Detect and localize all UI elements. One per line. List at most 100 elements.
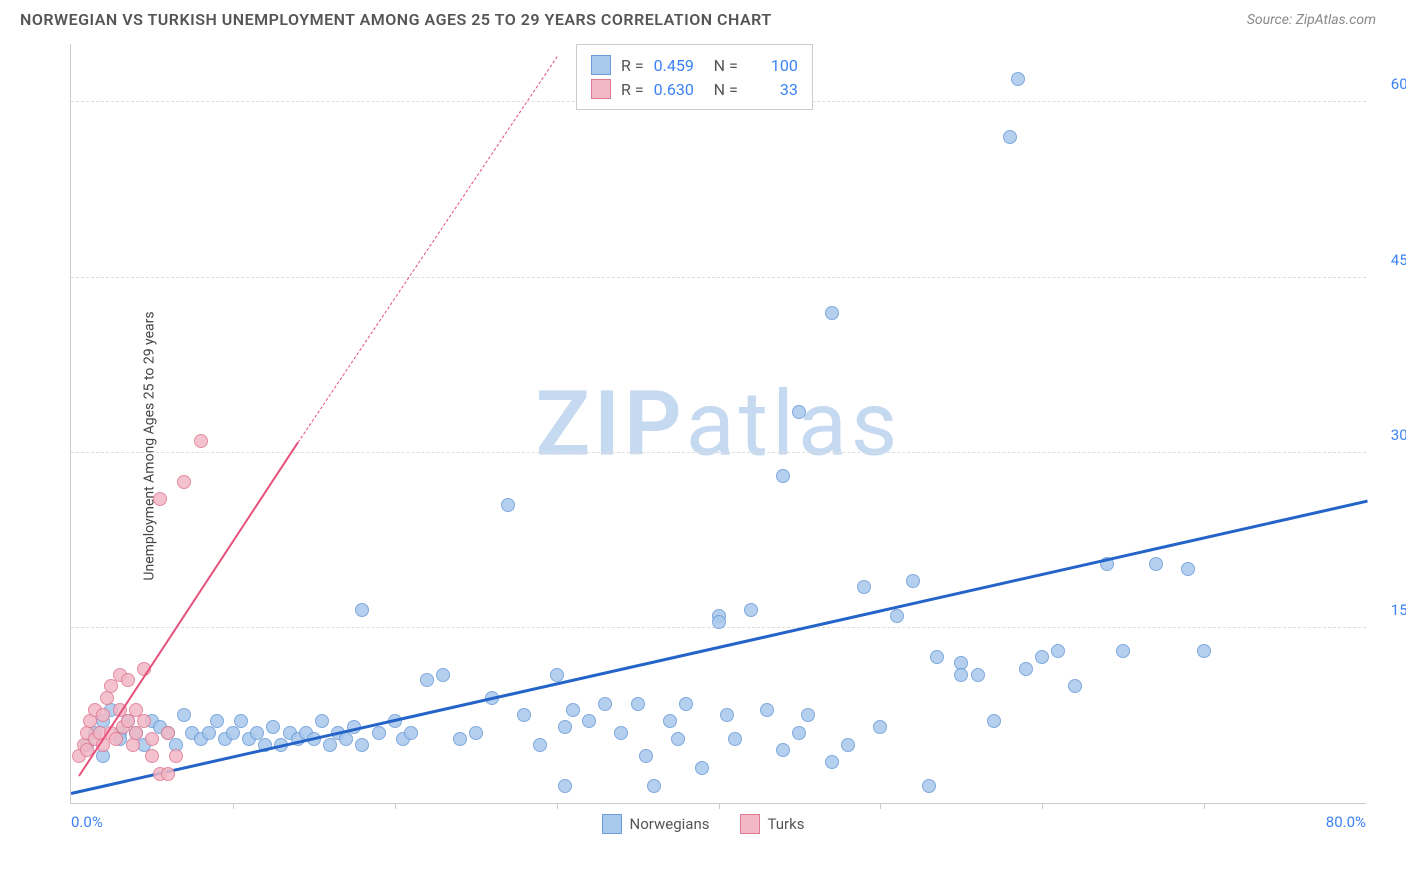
x-tick-mark xyxy=(719,803,720,809)
data-point xyxy=(1197,644,1211,658)
data-point xyxy=(558,720,572,734)
x-tick-mark xyxy=(233,803,234,809)
data-point xyxy=(145,732,159,746)
data-point xyxy=(1035,650,1049,664)
y-tick-label: 15.0% xyxy=(1391,601,1406,619)
x-tick-mark xyxy=(1204,803,1205,809)
data-point xyxy=(501,498,515,512)
data-point xyxy=(104,679,118,693)
data-point xyxy=(760,703,774,717)
data-point xyxy=(234,714,248,728)
series-legend: NorwegiansTurks xyxy=(0,814,1406,834)
data-point xyxy=(582,714,596,728)
r-value: 0.630 xyxy=(654,80,704,99)
data-point xyxy=(194,434,208,448)
data-point xyxy=(639,749,653,763)
data-point xyxy=(339,732,353,746)
data-point xyxy=(129,726,143,740)
data-point xyxy=(226,726,240,740)
chart-plot-area: ZIPatlas 15.0%30.0%45.0%60.0%0.0%80.0% R… xyxy=(70,44,1366,804)
data-point xyxy=(971,668,985,682)
data-point xyxy=(96,708,110,722)
x-tick-mark xyxy=(557,803,558,809)
data-point xyxy=(647,779,661,793)
data-point xyxy=(315,714,329,728)
data-point xyxy=(1181,562,1195,576)
chart-title: NORWEGIAN VS TURKISH UNEMPLOYMENT AMONG … xyxy=(20,10,772,29)
data-point xyxy=(372,726,386,740)
gridline xyxy=(71,277,1366,278)
data-point xyxy=(954,668,968,682)
data-point xyxy=(728,732,742,746)
data-point xyxy=(210,714,224,728)
data-point xyxy=(145,749,159,763)
data-point xyxy=(558,779,572,793)
r-label: R = xyxy=(621,56,644,75)
r-value: 0.459 xyxy=(654,56,704,75)
y-tick-label: 30.0% xyxy=(1391,426,1406,444)
data-point xyxy=(1149,557,1163,571)
n-label: N = xyxy=(714,56,738,75)
data-point xyxy=(1116,644,1130,658)
data-point xyxy=(323,738,337,752)
data-point xyxy=(161,767,175,781)
r-label: R = xyxy=(621,80,644,99)
data-point xyxy=(161,726,175,740)
data-point xyxy=(890,609,904,623)
data-point xyxy=(137,714,151,728)
data-point xyxy=(177,708,191,722)
x-tick-mark xyxy=(1042,803,1043,809)
y-tick-label: 45.0% xyxy=(1391,251,1406,269)
data-point xyxy=(614,726,628,740)
data-point xyxy=(177,475,191,489)
data-point xyxy=(857,580,871,594)
source-label: Source: ZipAtlas.com xyxy=(1247,12,1376,28)
data-point xyxy=(671,732,685,746)
data-point xyxy=(202,726,216,740)
data-point xyxy=(550,668,564,682)
data-point xyxy=(436,668,450,682)
data-point xyxy=(922,779,936,793)
data-point xyxy=(631,697,645,711)
data-point xyxy=(1068,679,1082,693)
data-point xyxy=(873,720,887,734)
legend-swatch xyxy=(740,814,760,834)
legend-label: Turks xyxy=(768,815,805,833)
data-point xyxy=(825,755,839,769)
data-point xyxy=(1003,130,1017,144)
data-point xyxy=(153,492,167,506)
x-tick-mark xyxy=(395,803,396,809)
stats-row: R =0.630N =33 xyxy=(591,77,798,101)
data-point xyxy=(720,708,734,722)
chart-header: NORWEGIAN VS TURKISH UNEMPLOYMENT AMONG … xyxy=(0,0,1406,34)
n-value: 33 xyxy=(748,80,798,99)
data-point xyxy=(792,726,806,740)
data-point xyxy=(404,726,418,740)
data-point xyxy=(453,732,467,746)
data-point xyxy=(533,738,547,752)
data-point xyxy=(744,603,758,617)
trend-line-extrapolated xyxy=(297,56,557,442)
trend-line xyxy=(71,500,1368,795)
scatter-plot: 15.0%30.0%45.0%60.0%0.0%80.0% xyxy=(71,44,1366,803)
data-point xyxy=(355,603,369,617)
legend-swatch xyxy=(602,814,622,834)
data-point xyxy=(517,708,531,722)
data-point xyxy=(169,749,183,763)
data-point xyxy=(930,650,944,664)
data-point xyxy=(792,405,806,419)
data-point xyxy=(841,738,855,752)
x-tick-label: 0.0% xyxy=(71,813,103,831)
gridline xyxy=(71,452,1366,453)
x-tick-label: 80.0% xyxy=(1326,813,1366,831)
data-point xyxy=(1019,662,1033,676)
y-tick-label: 60.0% xyxy=(1391,75,1406,93)
data-point xyxy=(1051,644,1065,658)
n-value: 100 xyxy=(748,56,798,75)
data-point xyxy=(266,720,280,734)
x-tick-mark xyxy=(880,803,881,809)
series-swatch xyxy=(591,55,611,75)
data-point xyxy=(598,697,612,711)
data-point xyxy=(469,726,483,740)
legend-item: Turks xyxy=(740,814,805,834)
